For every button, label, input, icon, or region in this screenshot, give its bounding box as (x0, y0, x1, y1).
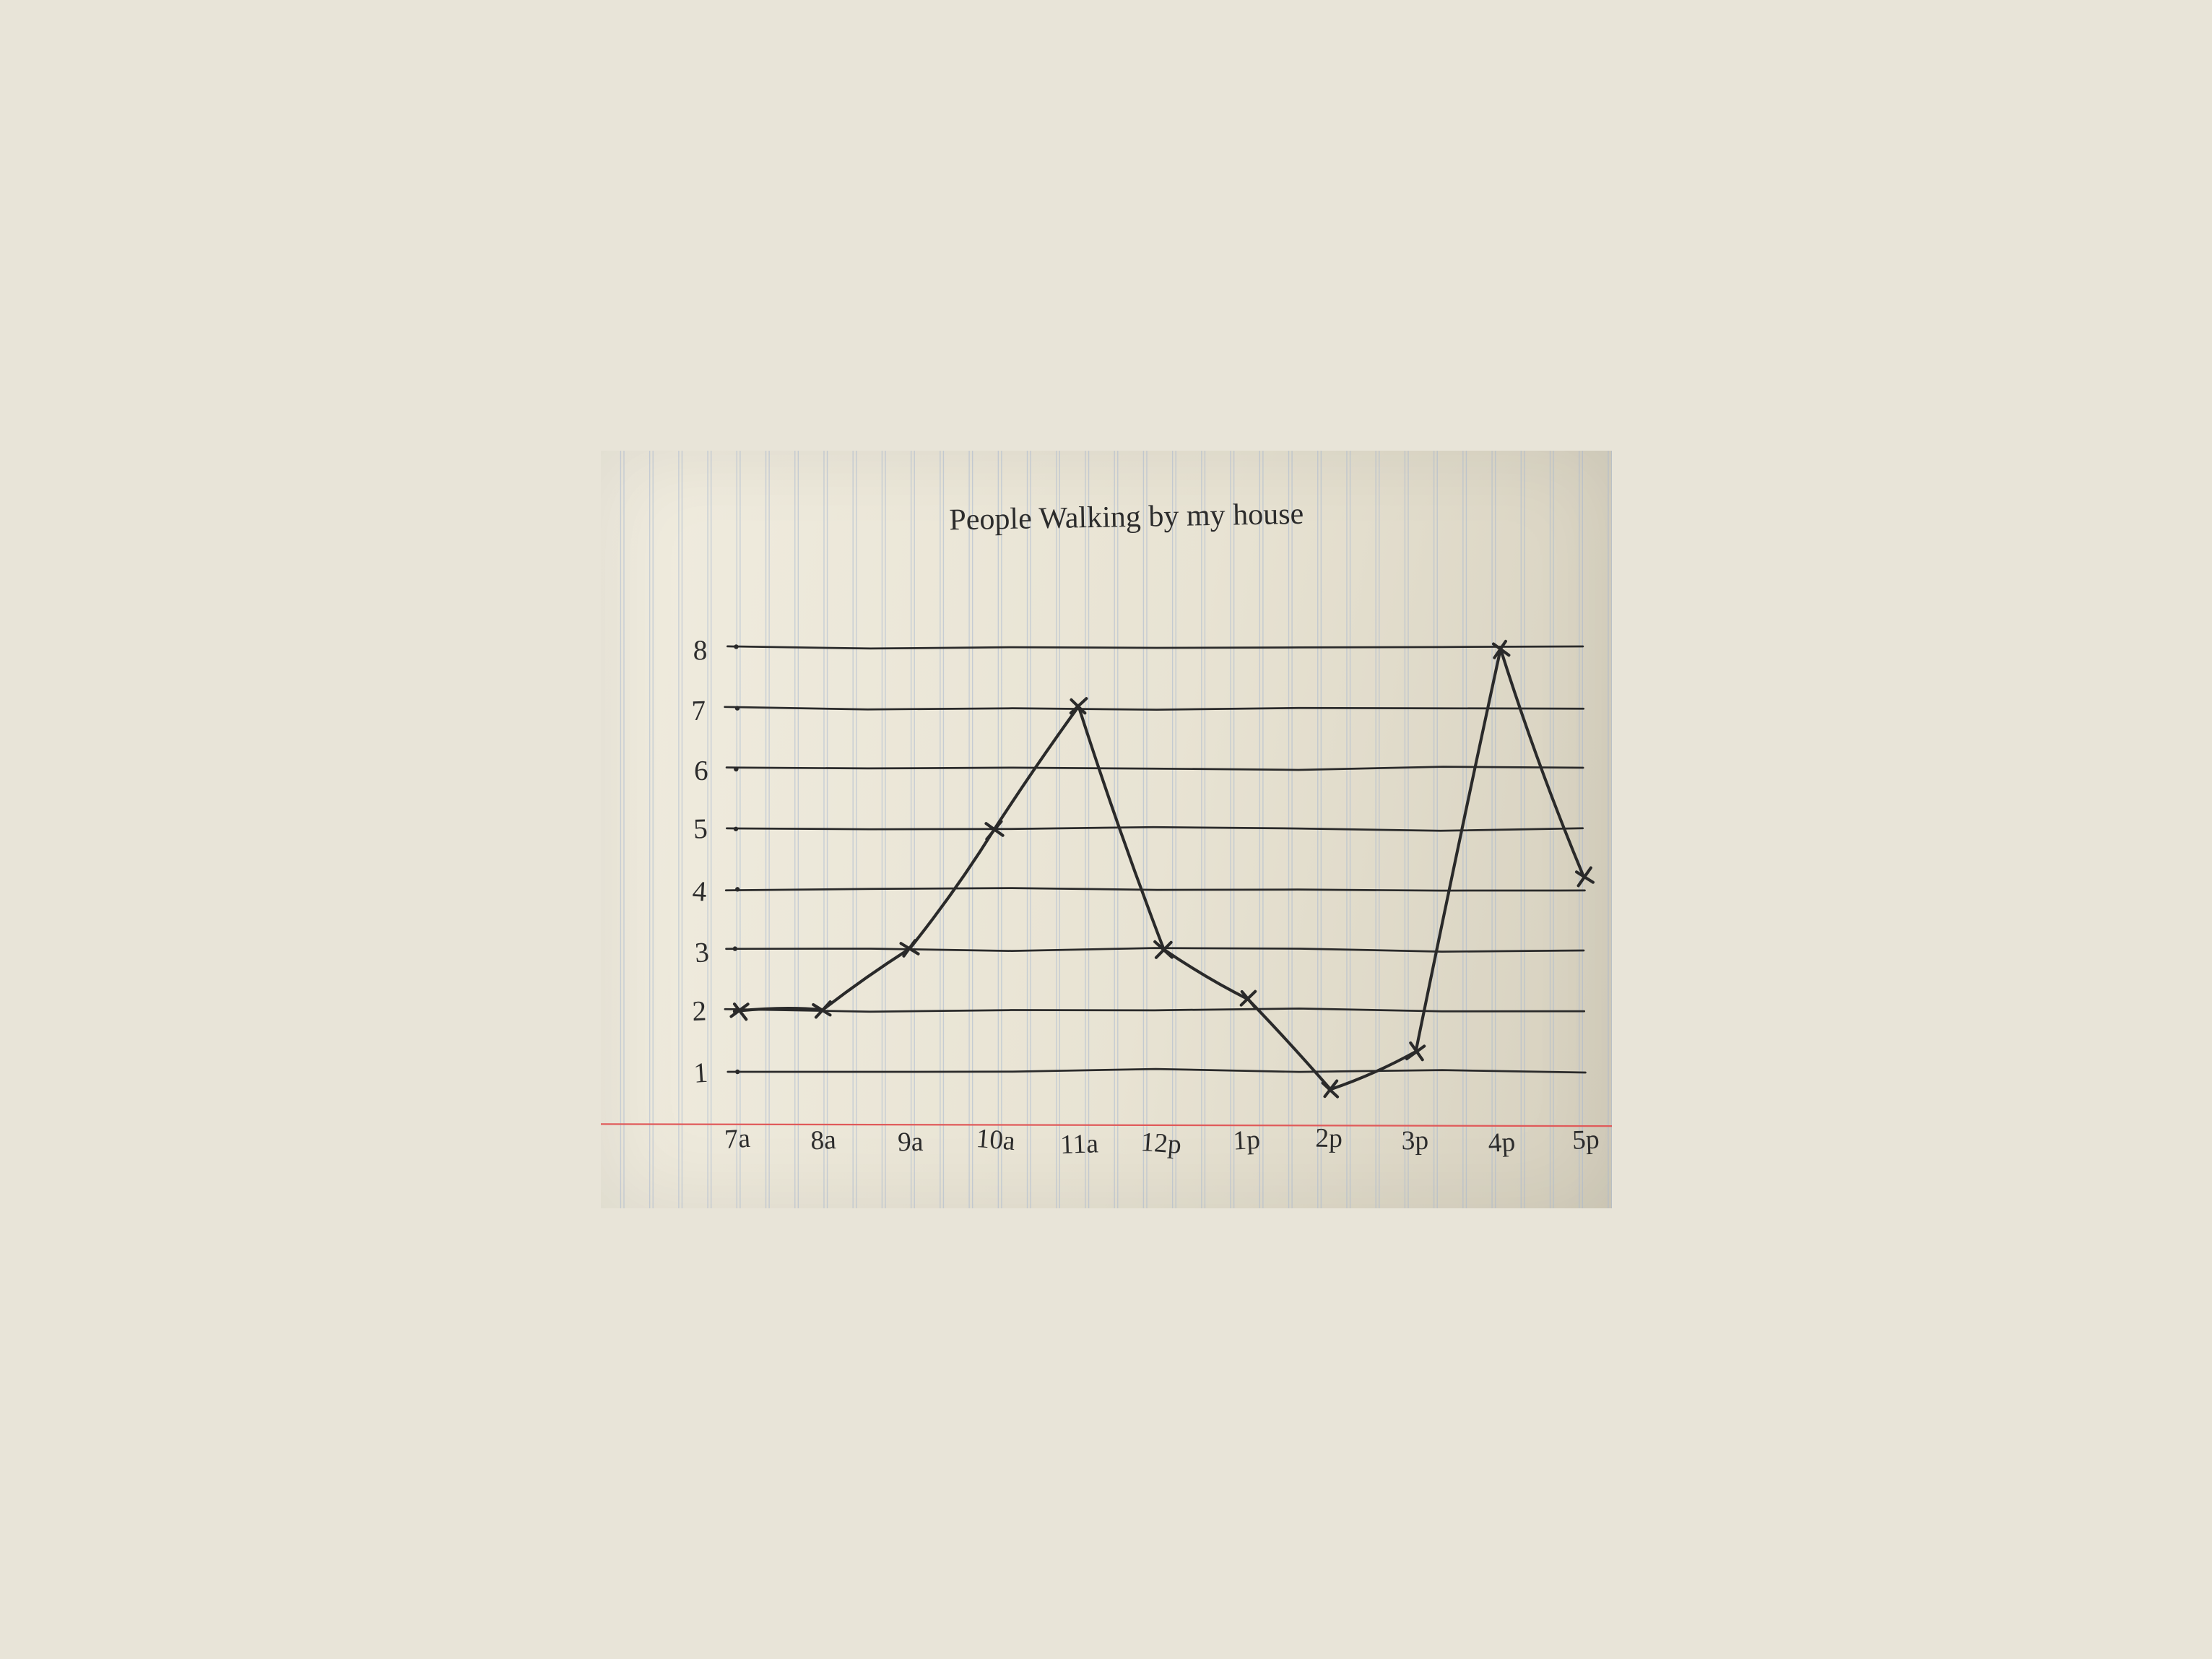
gridline (727, 766, 1583, 769)
x-axis-label: 2p (1315, 1123, 1343, 1153)
x-axis-label: 1p (1232, 1125, 1260, 1156)
x-axis-label: 12p (1140, 1127, 1182, 1159)
y-tick-dot (733, 826, 737, 831)
gridline (724, 706, 1583, 709)
data-point (985, 821, 1003, 839)
x-axis-label: 7a (724, 1123, 751, 1154)
y-axis-label: 7 (690, 694, 706, 727)
gridline (727, 646, 1582, 648)
x-axis-label: 4p (1487, 1127, 1515, 1158)
x-axis-label: 9a (897, 1127, 923, 1157)
chart-container: People Walking by my house 7a 8a 9a 10a 11a 1… (601, 451, 1612, 1209)
y-axis-label: 1 (693, 1056, 708, 1088)
data-point (1322, 1080, 1338, 1098)
x-axis-label: 10a (975, 1124, 1017, 1156)
x-axis-label: 5p (1571, 1125, 1600, 1155)
gridline (726, 948, 1583, 951)
chart-title: People Walking by my house (948, 497, 1304, 537)
y-tick-dot (734, 766, 738, 771)
x-axis-label: 8a (810, 1125, 836, 1156)
paper-margin-line (601, 1124, 1612, 1126)
y-tick-dot (732, 946, 737, 950)
y-tick-dot (734, 706, 739, 710)
gridline (724, 1008, 1584, 1011)
gridline (727, 827, 1582, 831)
x-axis-label: 11a (1059, 1129, 1098, 1160)
y-axis-label: 8 (693, 634, 707, 666)
data-point (1575, 867, 1593, 885)
x-axis-label: 3p (1401, 1125, 1428, 1155)
y-axis-label: 2 (691, 995, 706, 1027)
data-point (1241, 990, 1256, 1007)
y-axis-label: 3 (693, 936, 710, 969)
gridline (726, 888, 1584, 890)
y-axis-label: 5 (693, 813, 708, 845)
y-axis-label: 6 (693, 754, 708, 786)
y-tick-dot (734, 644, 738, 649)
y-axis-label: 4 (691, 875, 707, 907)
y-tick-dot (735, 1069, 739, 1073)
data-point (1155, 940, 1172, 958)
data-line (740, 649, 1584, 1089)
y-tick-dot (734, 887, 739, 891)
